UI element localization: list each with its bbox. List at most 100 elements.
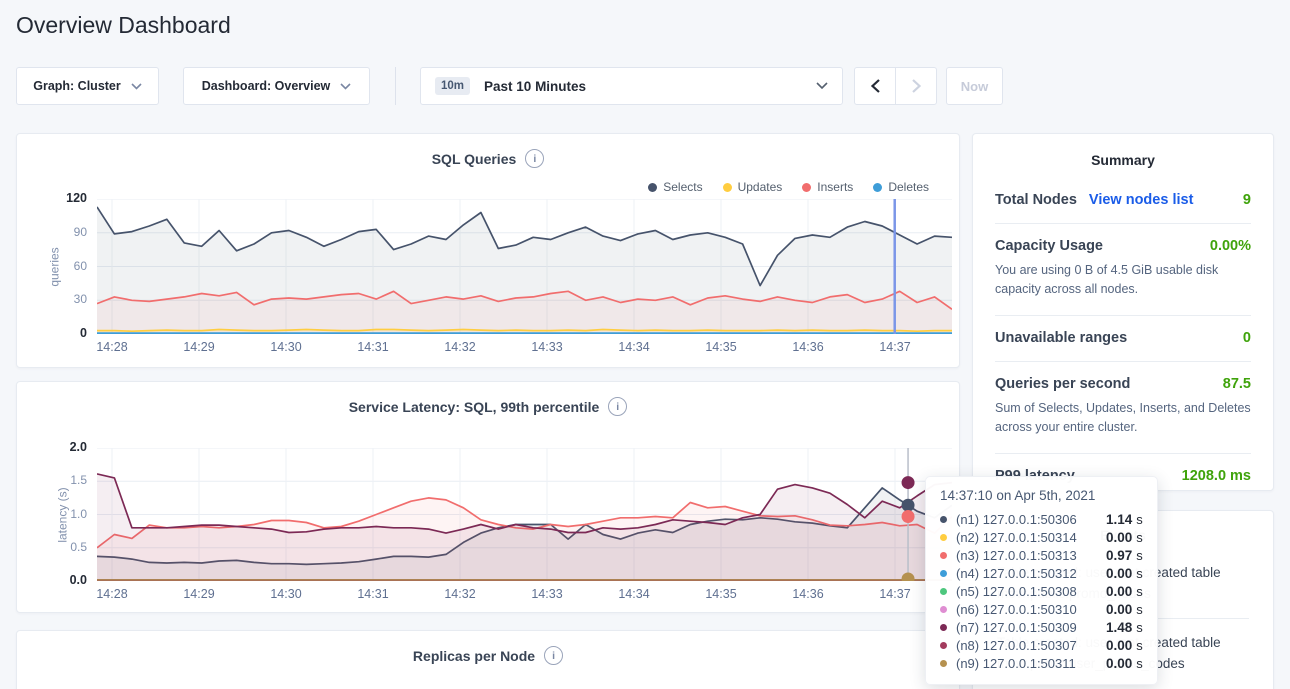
x-tick: 14:36 xyxy=(792,587,824,601)
x-tick: 14:31 xyxy=(357,587,389,601)
time-range-arrows xyxy=(854,67,937,105)
service-latency-chart-area: latency (s) 0.0 0.5 1.0 1.5 2.0 14:28 14:29 14:… xyxy=(56,440,952,601)
capacity-value: 0.00% xyxy=(1209,238,1251,254)
time-range-selector[interactable]: 10m Past 10 Minutes xyxy=(420,67,843,105)
legend-dot-icon xyxy=(722,182,732,192)
x-tick: 14:37 xyxy=(879,587,911,601)
tooltip-node-row: (n9) 127.0.0.1:50311 0.00 s xyxy=(940,654,1143,672)
tooltip-node-row: (n4) 127.0.0.1:50312 0.00 s xyxy=(940,564,1143,582)
tooltip-node-unit: s xyxy=(1136,529,1143,545)
legend-label: Selects xyxy=(663,180,703,194)
capacity-label: Capacity Usage xyxy=(995,238,1103,254)
x-tick: 14:35 xyxy=(705,340,737,354)
y-tick: 0.0 xyxy=(69,573,87,587)
tooltip-node-address: (n6) 127.0.0.1:50310 xyxy=(956,601,1077,617)
unavailable-value: 0 xyxy=(1242,329,1251,346)
dashboard-dropdown[interactable]: Dashboard: Overview xyxy=(183,67,370,105)
tooltip-node-row: (n8) 127.0.0.1:50307 0.00 s xyxy=(940,636,1143,654)
tooltip-node-value: 0.00 xyxy=(1106,529,1133,545)
chevron-left-icon xyxy=(870,79,880,93)
y-tick: 1.5 xyxy=(70,473,87,488)
tooltip-node-value: 0.00 xyxy=(1106,565,1133,581)
y-tick: 30 xyxy=(73,292,87,307)
node-color-dot-icon xyxy=(940,515,947,523)
prev-range-button[interactable] xyxy=(855,68,895,104)
summary-heading: Summary xyxy=(1091,152,1155,168)
tooltip-node-unit: s xyxy=(1136,583,1143,599)
x-tick: 14:28 xyxy=(96,587,128,601)
chevron-down-icon xyxy=(340,82,351,90)
tooltip-node-row: (n3) 127.0.0.1:50313 0.97 s xyxy=(940,546,1143,564)
tooltip-node-address: (n2) 127.0.0.1:50314 xyxy=(956,529,1077,545)
chevron-right-icon xyxy=(911,79,921,93)
legend-label: Updates xyxy=(737,180,783,194)
tooltip-node-unit: s xyxy=(1136,601,1143,617)
legend-label: Inserts xyxy=(817,180,854,194)
legend-label: Deletes xyxy=(888,180,929,194)
tooltip-node-unit: s xyxy=(1136,619,1143,635)
node-color-dot-icon xyxy=(940,551,947,559)
x-tick: 14:30 xyxy=(270,587,302,601)
next-range-button[interactable] xyxy=(895,68,936,104)
tooltip-node-value: 0.97 xyxy=(1106,547,1133,563)
x-tick: 14:30 xyxy=(270,340,302,354)
node-color-dot-icon xyxy=(940,587,947,595)
node-color-dot-icon xyxy=(940,659,947,667)
x-tick: 14:28 xyxy=(96,340,128,354)
y-tick: 1.0 xyxy=(70,506,87,521)
tooltip-node-row: (n5) 127.0.0.1:50308 0.00 s xyxy=(940,582,1143,600)
y-tick: 0.5 xyxy=(70,539,87,554)
now-button[interactable]: Now xyxy=(946,67,1003,105)
info-icon[interactable]: i xyxy=(608,397,628,416)
tooltip-node-value: 1.14 xyxy=(1106,511,1133,527)
sql-queries-chart-area: queries 0 30 60 90 120 14:28 14:29 14:30 14:31 14… xyxy=(48,191,952,354)
x-tick: 14:31 xyxy=(357,340,389,354)
legend-item: Selects xyxy=(648,180,703,194)
legend-item: Inserts xyxy=(802,180,853,194)
tooltip-node-address: (n8) 127.0.0.1:50307 xyxy=(956,637,1077,653)
service-latency-card: Service Latency: SQL, 99th percentile i … xyxy=(16,381,960,613)
qps-desc: Sum of Selects, Updates, Inserts, and De… xyxy=(995,400,1251,435)
summary-row-total-nodes: Total Nodes View nodes list 9 xyxy=(995,178,1251,224)
capacity-desc: You are using 0 B of 4.5 GiB usable disk… xyxy=(995,263,1219,297)
y-tick: 60 xyxy=(73,258,87,273)
graph-dropdown[interactable]: Graph: Cluster xyxy=(16,67,159,105)
tooltip-rows: (n1) 127.0.0.1:50306 1.14 s (n2) 127.0.0.1:… xyxy=(940,510,1143,672)
legend-dot-icon xyxy=(802,182,812,192)
chart-title: Replicas per Node xyxy=(412,647,536,664)
service-latency-chart[interactable] xyxy=(97,448,952,581)
y-tick: 2.0 xyxy=(69,440,87,454)
replicas-per-node-card: Replicas per Node i xyxy=(16,630,960,689)
tooltip-node-unit: s xyxy=(1136,637,1143,653)
chart-legend: Selects Updates Inserts Deletes xyxy=(648,180,929,194)
info-icon[interactable]: i xyxy=(525,149,545,168)
controls-divider xyxy=(395,67,396,105)
summary-row-capacity: Capacity Usage 0.00% You are using 0 B o… xyxy=(995,224,1251,316)
tooltip-node-address: (n1) 127.0.0.1:50306 xyxy=(956,511,1077,527)
info-icon[interactable]: i xyxy=(544,646,564,665)
now-button-label: Now xyxy=(960,78,989,94)
node-color-dot-icon xyxy=(940,641,947,649)
summary-row-qps: Queries per second 87.5 Sum of Selects, … xyxy=(995,362,1251,454)
tooltip-node-address: (n4) 127.0.0.1:50312 xyxy=(956,565,1077,581)
chart-title: SQL Queries xyxy=(431,150,517,167)
sql-queries-chart[interactable] xyxy=(97,199,952,334)
qps-value: 87.5 xyxy=(1222,375,1251,392)
page-title: Overview Dashboard xyxy=(16,12,231,38)
y-tick: 120 xyxy=(66,191,87,205)
legend-item: Deletes xyxy=(873,180,929,194)
tooltip-node-unit: s xyxy=(1136,547,1143,563)
total-nodes-value: 9 xyxy=(1242,192,1251,208)
tooltip-node-value: 0.00 xyxy=(1106,601,1133,617)
total-nodes-label: Total Nodes xyxy=(995,192,1077,208)
view-nodes-link[interactable]: View nodes list xyxy=(1088,192,1194,208)
x-tick: 14:37 xyxy=(879,340,911,354)
tooltip-node-value: 0.00 xyxy=(1106,583,1133,599)
x-tick: 14:33 xyxy=(531,340,563,354)
tooltip-node-row: (n6) 127.0.0.1:50310 0.00 s xyxy=(940,600,1143,618)
node-color-dot-icon xyxy=(940,605,947,613)
tooltip-node-unit: s xyxy=(1136,655,1143,671)
legend-dot-icon xyxy=(873,182,883,192)
qps-label: Queries per second xyxy=(995,375,1131,392)
tooltip-node-address: (n7) 127.0.0.1:50309 xyxy=(956,619,1077,635)
